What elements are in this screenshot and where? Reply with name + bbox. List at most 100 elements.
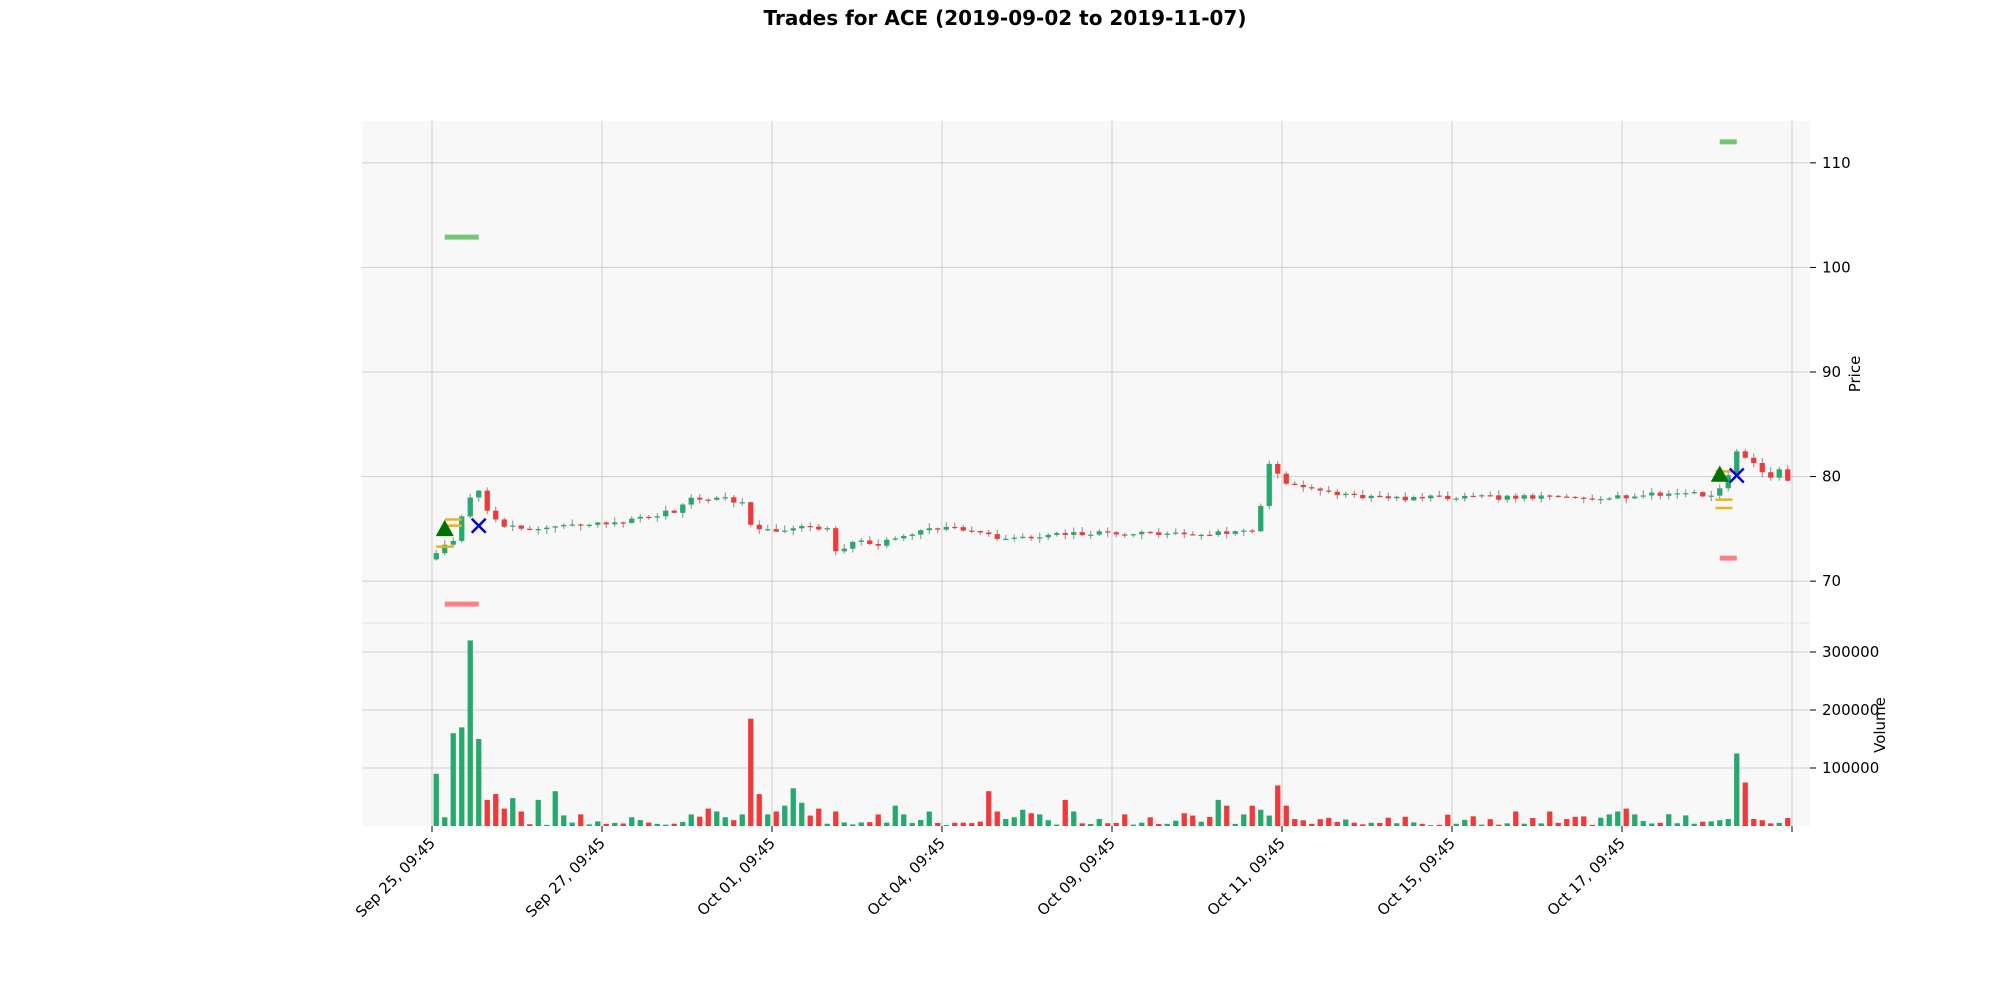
volume-bar xyxy=(1470,816,1476,826)
candle-body xyxy=(1402,496,1408,501)
volume-bar xyxy=(960,822,966,826)
candle-body xyxy=(1411,496,1417,501)
entry-marker xyxy=(435,519,454,537)
volume-bar xyxy=(1513,811,1519,826)
candle-body xyxy=(790,528,796,531)
candle-body xyxy=(1079,532,1085,536)
candle-body xyxy=(433,553,439,560)
volume-bar xyxy=(1394,823,1400,826)
exit-marker xyxy=(1728,467,1745,484)
candle-body xyxy=(1368,495,1374,499)
candle-body xyxy=(1649,492,1655,496)
x-tick-label: Oct 01, 09:45 xyxy=(694,834,779,919)
candle-body xyxy=(773,529,779,532)
candle-body xyxy=(654,516,660,518)
candle-body xyxy=(1122,534,1128,536)
volume-bar xyxy=(1572,816,1578,826)
candle-body xyxy=(1674,493,1680,495)
entry-marker xyxy=(1710,465,1729,482)
volume-bar xyxy=(1742,782,1748,826)
volume-bar xyxy=(782,805,788,826)
candle-body xyxy=(926,528,932,531)
candle-body xyxy=(578,524,584,526)
volume-bar xyxy=(1530,818,1536,826)
candle-body xyxy=(1581,497,1587,499)
candle-body xyxy=(1708,495,1714,497)
candle-body xyxy=(1436,495,1442,497)
candle-body xyxy=(1343,493,1349,496)
candle-body xyxy=(493,510,499,520)
candle-body xyxy=(476,490,482,498)
candle-body xyxy=(1147,531,1153,534)
candle-body xyxy=(1555,495,1561,498)
candle-body xyxy=(552,526,558,528)
volume-bar xyxy=(1691,823,1697,826)
volume-bar xyxy=(1436,824,1442,826)
candle-body xyxy=(756,524,762,530)
candle-body xyxy=(1232,531,1238,534)
candle-body xyxy=(603,522,609,525)
candle-body xyxy=(459,516,465,541)
candle-body xyxy=(1071,532,1077,535)
candle-body xyxy=(960,527,966,531)
volume-bar xyxy=(901,814,907,826)
volume-bar xyxy=(688,814,694,826)
candle-body xyxy=(1139,531,1145,535)
volume-bar xyxy=(1419,823,1425,826)
candle-body xyxy=(892,538,898,540)
trade-levels xyxy=(436,139,1737,607)
volume-bar xyxy=(1623,808,1629,826)
volume-bar xyxy=(1377,823,1383,826)
x-tick-label: Oct 09, 09:45 xyxy=(1034,834,1119,919)
candle-body xyxy=(739,502,745,504)
volume-bar xyxy=(799,802,805,826)
candle-body xyxy=(1360,495,1366,499)
volume-bar xyxy=(850,824,856,826)
volume-bar xyxy=(1581,816,1587,826)
exit-marker xyxy=(470,517,487,534)
candle-body xyxy=(1751,457,1757,464)
volume-panel xyxy=(362,623,1810,826)
candle-body xyxy=(909,534,915,536)
candle-body xyxy=(1156,532,1162,535)
candle-body xyxy=(986,532,992,535)
candle-body xyxy=(935,528,941,530)
volume-bar xyxy=(1785,818,1791,826)
volume-bar xyxy=(1198,821,1204,826)
candle-body xyxy=(612,522,618,525)
candle-body xyxy=(1504,495,1510,500)
volume-bar xyxy=(1020,809,1026,826)
volume-bar xyxy=(654,823,660,826)
volume-bar xyxy=(1496,824,1502,826)
volume-bar xyxy=(484,799,490,826)
price-tick-label: 80 xyxy=(1822,468,1841,486)
x-tick-label: Oct 04, 09:45 xyxy=(864,834,949,919)
volume-bar xyxy=(731,820,737,826)
candle-body xyxy=(901,535,907,539)
volume-bar xyxy=(620,823,626,826)
candle-body xyxy=(697,497,703,500)
volume-bar xyxy=(1241,814,1247,826)
candle-body xyxy=(799,526,805,529)
price-tick-label: 90 xyxy=(1822,363,1841,381)
volume-bar xyxy=(884,822,890,826)
candle-body xyxy=(705,499,711,501)
volume-bar xyxy=(1453,823,1459,826)
volume-bar xyxy=(892,805,898,826)
candle-body xyxy=(1657,492,1663,496)
candle-body xyxy=(1513,495,1519,499)
volume-bar xyxy=(544,824,550,826)
volume-bar xyxy=(518,811,524,826)
candle-body xyxy=(1479,495,1485,497)
volume-bar xyxy=(569,822,575,826)
volume-bar xyxy=(773,811,779,826)
volume-bar xyxy=(467,640,473,826)
volume-bar xyxy=(450,733,456,826)
volume-bar xyxy=(1776,822,1782,826)
candle-body xyxy=(858,540,864,542)
volume-bar xyxy=(1309,823,1315,826)
volume-bar xyxy=(1224,805,1230,826)
volume-bar xyxy=(1266,815,1272,826)
volume-bar xyxy=(943,824,949,826)
candle-body xyxy=(816,526,822,530)
